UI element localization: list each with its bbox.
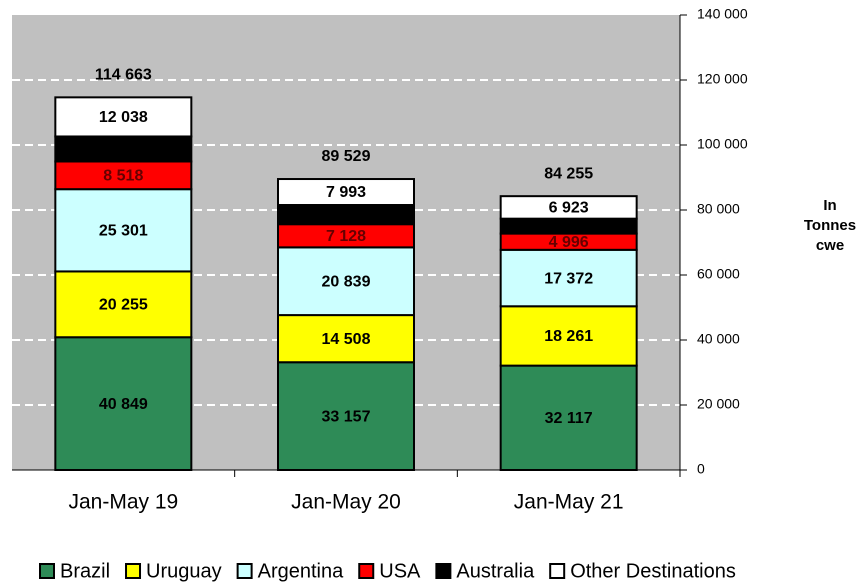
x-tick-label: Jan-May 21 bbox=[514, 491, 624, 514]
total-label: 114 663 bbox=[95, 67, 152, 84]
y-tick-label: 120 000 bbox=[697, 71, 748, 87]
bar-segment bbox=[499, 364, 638, 471]
value-label: 7 128 bbox=[326, 228, 366, 245]
y-tick-label: 140 000 bbox=[697, 6, 748, 22]
legend-swatch bbox=[435, 563, 452, 579]
value-label: 14 508 bbox=[322, 331, 371, 348]
y-tick-label: 40 000 bbox=[697, 331, 740, 347]
bar-segment bbox=[499, 217, 638, 235]
bar-segment bbox=[54, 96, 193, 138]
value-label: 20 255 bbox=[99, 297, 148, 314]
legend-label: Australia bbox=[456, 560, 535, 582]
y-tick-label: 20 000 bbox=[697, 396, 740, 412]
y-tick-label: 100 000 bbox=[697, 136, 748, 152]
bar-segment bbox=[277, 361, 415, 471]
legend-label: Other Destinations bbox=[570, 560, 736, 582]
total-label: 84 255 bbox=[544, 165, 593, 182]
legend-label: Uruguay bbox=[146, 560, 222, 582]
total-label: 89 529 bbox=[322, 148, 371, 165]
legend-swatch bbox=[549, 563, 566, 579]
bar-segment bbox=[499, 305, 638, 367]
value-label: 32 117 bbox=[545, 410, 593, 427]
bar-segment bbox=[54, 160, 193, 191]
bar-segment bbox=[277, 178, 415, 207]
value-label: 4 996 bbox=[549, 234, 589, 251]
bar-segment bbox=[54, 188, 193, 273]
legend-label: USA bbox=[379, 560, 421, 582]
bar-segment bbox=[277, 246, 415, 317]
bar-segment bbox=[277, 204, 415, 226]
legend-label: Argentina bbox=[258, 560, 344, 582]
value-label: 12 038 bbox=[99, 109, 148, 126]
value-label: 8 518 bbox=[103, 168, 143, 185]
y-tick-label: 80 000 bbox=[697, 201, 740, 217]
value-label: 18 261 bbox=[544, 328, 593, 345]
bar-segment bbox=[54, 270, 193, 339]
bar-segment bbox=[54, 135, 193, 163]
value-label: 20 839 bbox=[322, 273, 371, 290]
bar-segment bbox=[54, 336, 193, 471]
x-tick-label: Jan-May 19 bbox=[68, 491, 178, 514]
value-label: 6 923 bbox=[549, 200, 589, 217]
value-label: 33 157 bbox=[322, 408, 371, 425]
value-label: 25 301 bbox=[99, 223, 148, 240]
value-label: 7 993 bbox=[326, 184, 366, 201]
bar-segment bbox=[499, 195, 638, 220]
legend-swatch bbox=[39, 563, 55, 579]
value-label: 40 849 bbox=[99, 396, 148, 413]
y-axis-label: In Tonnes cwe bbox=[803, 197, 857, 254]
x-tick-label: Jan-May 20 bbox=[291, 491, 401, 514]
legend-label: Brazil bbox=[60, 560, 110, 582]
y-tick-label: 60 000 bbox=[697, 266, 740, 282]
legend-swatch bbox=[236, 563, 253, 579]
bar-segment bbox=[499, 248, 638, 308]
value-label: 17 372 bbox=[544, 270, 593, 287]
legend-swatch bbox=[125, 563, 142, 579]
y-tick-label: 0 bbox=[697, 461, 705, 477]
legend-swatch bbox=[358, 563, 375, 579]
